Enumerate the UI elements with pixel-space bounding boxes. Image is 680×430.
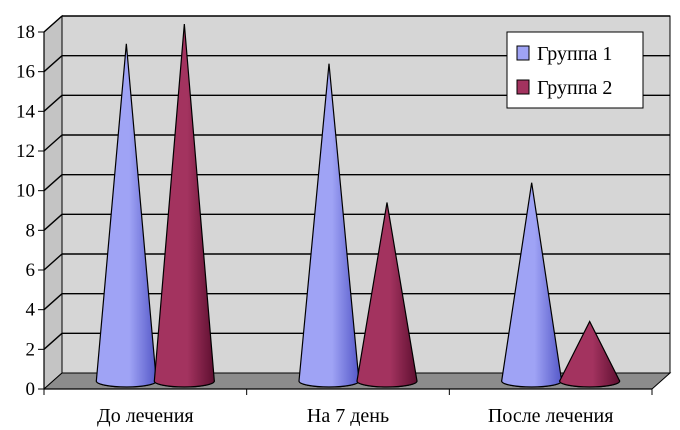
gridline-side: [43, 293, 63, 311]
y-tick-labels: 0 2 4 6 8 10 12 14 16 18: [16, 22, 36, 400]
gridline-side: [43, 134, 63, 152]
y-tick-label: 4: [26, 300, 36, 321]
gridline-side: [43, 253, 63, 271]
category-label: На 7 день: [307, 405, 389, 427]
gridline-side: [43, 94, 63, 112]
cone-body: [559, 320, 621, 388]
y-tick-label: 16: [16, 62, 35, 83]
legend-swatch: [516, 79, 530, 95]
axes: [38, 31, 653, 395]
gridline-side: [43, 55, 63, 73]
y-tick-label: 6: [26, 260, 36, 281]
category-label: До лечения: [97, 405, 194, 427]
y-tick-label: 2: [26, 339, 36, 360]
y-tick-label: 12: [16, 141, 35, 162]
y-tick-label: 18: [16, 22, 35, 43]
gridline-side: [43, 174, 63, 192]
category-label: После лечения: [488, 405, 614, 427]
legend-swatch: [516, 45, 530, 61]
cone-bar: [298, 63, 360, 388]
y-tick-label: 10: [16, 181, 35, 202]
cone-body: [356, 202, 418, 388]
cone-bar: [356, 202, 418, 388]
cone-bar: [501, 182, 563, 388]
legend-label: Группа 2: [537, 77, 612, 99]
cone-body: [153, 23, 215, 388]
y-tick-label: 0: [26, 379, 36, 400]
cone-bar: [559, 320, 621, 388]
gridline-side: [43, 213, 63, 231]
y-tick-label: 14: [16, 101, 36, 122]
side-wall: [43, 14, 63, 391]
legend: Группа 1 Группа 2: [506, 31, 644, 109]
y-tick-label: 8: [26, 220, 36, 241]
cone-marks: [95, 23, 621, 388]
category-labels: До лечения На 7 день После лечения: [97, 405, 613, 427]
gridline-side: [43, 332, 63, 350]
legend-box: [506, 31, 644, 109]
legend-label: Группа 1: [537, 43, 612, 65]
cone-bar: [153, 23, 215, 388]
gridline-side: [43, 15, 63, 33]
